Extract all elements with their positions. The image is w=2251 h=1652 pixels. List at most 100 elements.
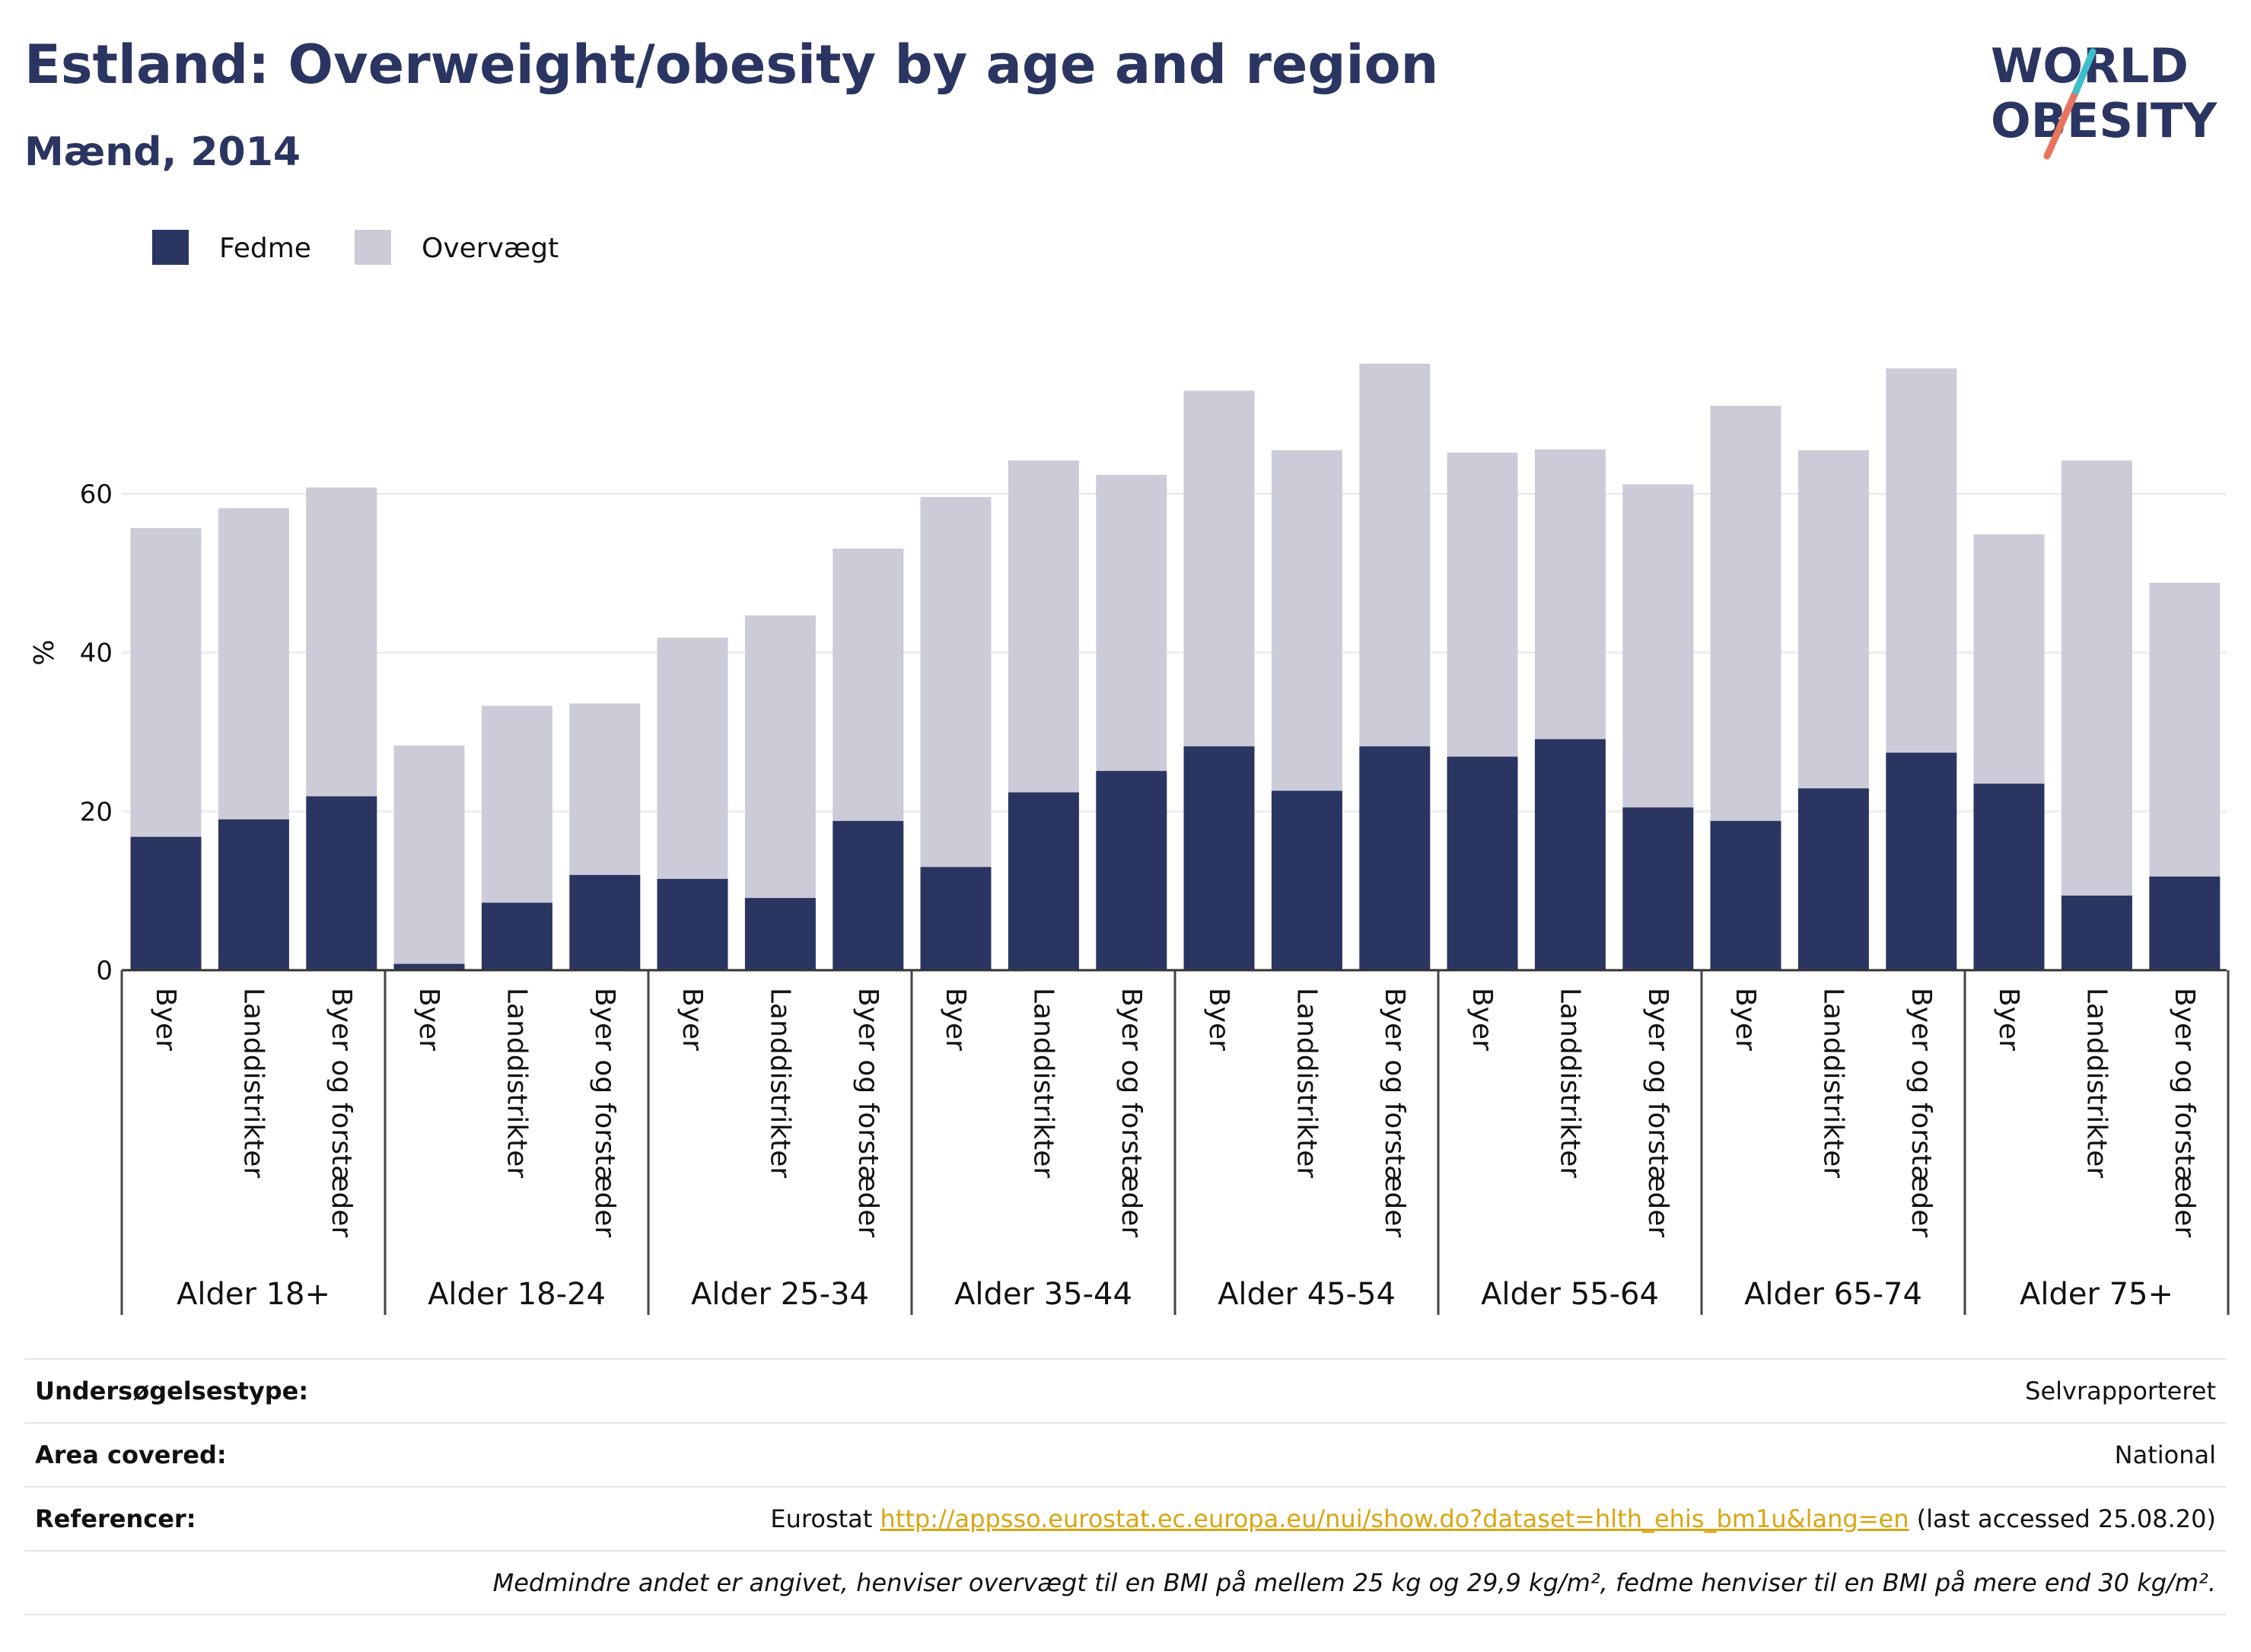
bar-overvaegt (1973, 534, 2045, 784)
legend-swatch-overvægt (355, 230, 391, 265)
metadata-table: Undersøgelsestype: Selvrapporteret Area … (24, 1358, 2227, 1615)
definition-note-row: Medmindre andet er angivet, henviser ove… (24, 1550, 2227, 1615)
bar-fedme (130, 836, 202, 970)
x-group-label: Alder 45-54 (1218, 1277, 1396, 1312)
x-group-label: Alder 35-44 (954, 1277, 1132, 1312)
bar-overvaegt (833, 548, 904, 821)
x-category-label: Byer og forstæder (326, 988, 357, 1237)
bar-fedme (306, 796, 377, 970)
bar-fedme (657, 879, 728, 970)
bar-fedme (1271, 791, 1342, 970)
survey-type-row: Undersøgelsestype: Selvrapporteret (24, 1358, 2227, 1422)
bar-fedme (1622, 807, 1694, 970)
area-covered-label: Area covered: (35, 1440, 227, 1469)
x-category-label: Byer og forstæder (589, 988, 620, 1237)
bar-overvaegt (1008, 460, 1079, 793)
chart-subtitle: Mænd, 2014 (24, 129, 301, 175)
bar-overvaegt (1271, 450, 1342, 791)
x-category-label: Byer (1730, 988, 1761, 1051)
x-group-label: Alder 18+ (177, 1277, 330, 1312)
bar-overvaegt (1797, 450, 1869, 789)
y-axis-label: % (29, 640, 60, 666)
x-category-label: Landdistrikter (501, 988, 532, 1178)
x-category-label: Byer (1993, 988, 2024, 1051)
x-category-label: Landdistrikter (237, 988, 269, 1178)
bar-overvaegt (920, 497, 992, 867)
bar-fedme (1008, 792, 1079, 970)
bar-overvaegt (1447, 452, 1518, 757)
bar-fedme (1096, 771, 1167, 970)
x-group-label: Alder 18-24 (428, 1277, 606, 1312)
bar-fedme (393, 963, 465, 970)
bar-overvaegt (1359, 363, 1431, 746)
x-category-label: Byer (1203, 988, 1234, 1051)
bar-overvaegt (1096, 474, 1167, 772)
bar-overvaegt (569, 703, 641, 875)
x-group-label: Alder 75+ (2020, 1277, 2173, 1312)
references-row: Referencer: Eurostat http://appsso.euros… (24, 1486, 2227, 1550)
bar-fedme (920, 867, 992, 970)
bar-fedme (1886, 753, 1957, 970)
bar-fedme (1447, 756, 1518, 970)
bar-overvaegt (218, 508, 289, 820)
x-category-label: Landdistrikter (2081, 988, 2112, 1178)
x-group-label: Alder 65-74 (1744, 1277, 1922, 1312)
bar-overvaegt (1622, 484, 1694, 808)
bar-fedme (1534, 739, 1606, 970)
x-category-label: Byer og forstæder (1379, 988, 1410, 1237)
world-obesity-logo: WORLD OBESITY (1991, 38, 2218, 160)
bar-overvaegt (2061, 460, 2132, 896)
x-category-label: Byer og forstæder (1906, 988, 1937, 1237)
references-suffix: (last accessed 25.08.20) (1916, 1504, 2216, 1533)
bar-overvaegt (130, 527, 202, 837)
bar-fedme (569, 874, 641, 970)
bar-fedme (218, 819, 289, 970)
bar-overvaegt (2149, 582, 2221, 877)
bar-overvaegt (1534, 449, 1606, 740)
bar-fedme (744, 898, 816, 970)
chart-title: Estland: Overweight/obesity by age and r… (24, 33, 1439, 96)
bar-overvaegt (481, 705, 552, 903)
area-covered-row: Area covered: National (24, 1422, 2227, 1486)
survey-type-value: Selvrapporteret (2025, 1377, 2216, 1405)
y-tick-label: 60 (80, 479, 113, 510)
bar-fedme (1183, 746, 1255, 970)
area-covered-value: National (2114, 1440, 2216, 1469)
bar-fedme (481, 902, 552, 970)
x-category-label: Byer og forstæder (1116, 988, 1147, 1237)
x-category-label: Byer (150, 988, 181, 1051)
references-link[interactable]: http://appsso.eurostat.ec.europa.eu/nui/… (880, 1504, 1909, 1533)
bar-fedme (1710, 820, 1781, 970)
bar-overvaegt (1183, 390, 1255, 746)
x-group-label: Alder 25-34 (691, 1277, 869, 1312)
y-tick-label: 40 (80, 638, 113, 669)
references-prefix: Eurostat (770, 1504, 873, 1533)
x-category-label: Landdistrikter (764, 988, 795, 1178)
survey-type-label: Undersøgelsestype: (35, 1377, 309, 1405)
y-tick-label: 0 (96, 956, 113, 986)
legend-label: Overvægt (422, 233, 559, 264)
y-tick-label: 20 (80, 797, 113, 827)
x-category-label: Byer og forstæder (2169, 988, 2200, 1237)
x-category-label: Byer (677, 988, 708, 1051)
x-category-label: Byer (413, 988, 444, 1051)
bar-fedme (1797, 788, 1869, 970)
bar-fedme (833, 820, 904, 970)
references-label: Referencer: (35, 1504, 196, 1533)
x-category-label: Landdistrikter (1554, 988, 1585, 1178)
x-category-label: Landdistrikter (1291, 988, 1322, 1178)
bar-overvaegt (306, 487, 377, 797)
x-category-label: Landdistrikter (1817, 988, 1848, 1178)
bar-overvaegt (1710, 406, 1781, 821)
x-category-label: Byer og forstæder (1642, 988, 1673, 1237)
bar-fedme (1973, 783, 2045, 970)
bar-overvaegt (1886, 368, 1957, 753)
bar-overvaegt (744, 615, 816, 899)
x-category-label: Byer (1466, 988, 1498, 1051)
legend-swatch-fedme (152, 230, 189, 265)
bar-overvaegt (657, 637, 728, 880)
bar-fedme (2149, 876, 2221, 970)
references-value: Eurostat http://appsso.eurostat.ec.europ… (770, 1504, 2216, 1533)
stacked-bar-chart: 0 20 40 60% Fedme Overvægt Byer Landdistrikter B… (29, 230, 2230, 1315)
svg-text:OBESITY: OBESITY (1991, 93, 2218, 148)
